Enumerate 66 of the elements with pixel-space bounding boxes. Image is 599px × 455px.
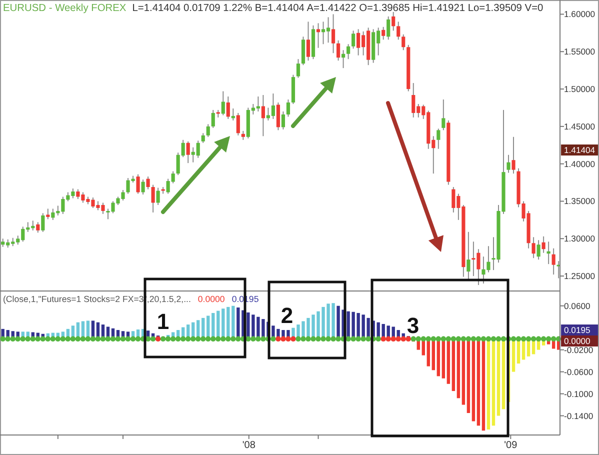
candlestick bbox=[286, 98, 290, 118]
candlestick bbox=[352, 30, 356, 50]
candlestick bbox=[151, 184, 155, 213]
candlestick bbox=[186, 140, 190, 164]
chart-title: EURUSD - Weekly FOREX bbox=[3, 3, 126, 14]
candlestick bbox=[156, 187, 160, 206]
x-tick-label: '09 bbox=[504, 440, 518, 451]
annotation: 3 bbox=[406, 313, 420, 338]
candlestick bbox=[341, 50, 346, 69]
candlestick bbox=[296, 58, 300, 78]
y-tick-label: 1.60000 bbox=[564, 9, 596, 20]
y-tick-label: 1.40000 bbox=[564, 158, 596, 169]
candlestick bbox=[206, 124, 210, 138]
candlestick bbox=[466, 231, 470, 280]
candlestick bbox=[512, 136, 516, 174]
candlestick bbox=[316, 22, 320, 48]
y-tick-label: -0.1000 bbox=[564, 388, 594, 399]
candlestick bbox=[136, 174, 140, 194]
annotation: 2 bbox=[280, 303, 294, 328]
candlestick bbox=[306, 21, 310, 62]
y-tick-label: 1.35000 bbox=[564, 196, 596, 206]
y-tick-label: 1.50000 bbox=[564, 84, 596, 94]
y-tick-label: -0.0600 bbox=[564, 366, 594, 377]
y-tick-label: 1.55000 bbox=[564, 46, 596, 57]
candlestick bbox=[221, 90, 225, 116]
candlestick bbox=[211, 109, 215, 128]
candlestick bbox=[41, 212, 45, 232]
candlestick bbox=[141, 179, 145, 195]
candlestick bbox=[386, 16, 390, 40]
chart-subtitle: L=1.41404 0.01709 1.22% B=1.41404 A=1.41422 O=1.39685 Hi=1.41921 Lo=1.39509 V=0 bbox=[132, 3, 544, 14]
y-tick-label: -0.1400 bbox=[564, 410, 594, 421]
candlestick bbox=[331, 14, 336, 54]
candlestick bbox=[532, 236, 536, 259]
y-tick-label: -0.0200 bbox=[564, 344, 594, 355]
candlestick bbox=[201, 132, 205, 144]
candlestick bbox=[276, 102, 280, 131]
candlestick bbox=[226, 96, 230, 120]
candlestick bbox=[506, 154, 510, 174]
candlestick bbox=[46, 208, 50, 220]
candlestick bbox=[336, 40, 340, 62]
candlestick bbox=[301, 36, 306, 66]
candlestick bbox=[346, 44, 350, 60]
annotation: 0.0000 bbox=[198, 294, 225, 304]
candlestick bbox=[281, 110, 286, 130]
text: 1.41404 bbox=[564, 145, 596, 156]
candlestick bbox=[436, 128, 440, 150]
candlestick bbox=[382, 26, 386, 40]
candlestick bbox=[402, 34, 406, 51]
candlestick bbox=[396, 21, 400, 40]
candlestick bbox=[236, 112, 240, 136]
candlestick bbox=[36, 222, 40, 234]
annotation: 1 bbox=[156, 309, 170, 334]
candlestick bbox=[261, 94, 265, 137]
candlestick bbox=[542, 236, 546, 254]
candlestick bbox=[442, 98, 446, 131]
y-tick-label: 1.30000 bbox=[564, 234, 596, 244]
y-tick-label: 1.45000 bbox=[564, 121, 596, 132]
y-tick-label: 1.25000 bbox=[564, 271, 596, 282]
y-tick-label: 0.0600 bbox=[564, 300, 591, 311]
candlestick bbox=[392, 11, 396, 32]
x-tick-label: '08 bbox=[242, 440, 256, 451]
candlestick bbox=[536, 240, 540, 260]
text: 0.0195 bbox=[564, 325, 591, 336]
candlestick bbox=[146, 176, 150, 190]
text: 0.0000 bbox=[564, 336, 591, 346]
candlestick bbox=[552, 248, 556, 276]
